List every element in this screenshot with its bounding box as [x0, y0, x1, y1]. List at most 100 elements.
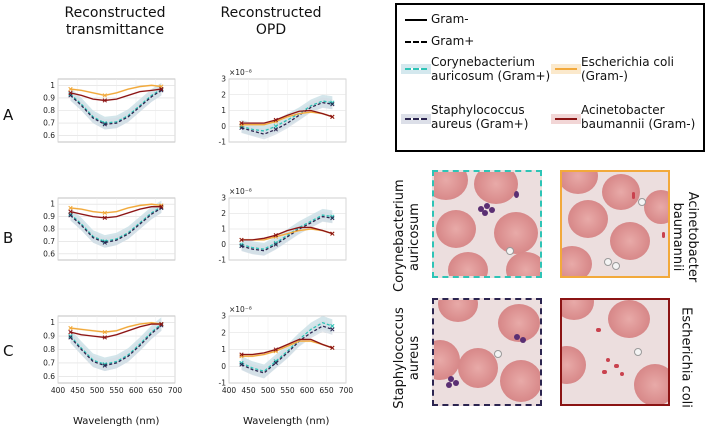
rbc [458, 348, 498, 388]
data-point [68, 213, 73, 218]
legend-box: Gram- Gram+ Corynebacterium auricosum (G… [395, 3, 705, 152]
legend-acineto-line2: baumannii (Gram-) [581, 117, 696, 131]
bacteria-rod [662, 232, 665, 238]
legend-staph-line2: aureus (Gram+) [431, 117, 529, 131]
y-tick-label: 0.9 [43, 212, 55, 221]
ecoli-side-line1: Escherichia coli [678, 307, 694, 408]
data-point [239, 243, 244, 249]
rbc [494, 212, 538, 254]
legend-gram-pos-label: Gram+ [431, 34, 475, 48]
y-tick-label: 1 [221, 106, 226, 115]
data-point [330, 102, 335, 107]
x-tick-label: 500 [261, 386, 276, 395]
series-line [69, 323, 162, 365]
legend-staph-label: Staphylococcus aureus (Gram+) [431, 103, 528, 131]
y-tick-label: 1 [221, 225, 226, 234]
x-tick-label: 400 [51, 386, 66, 395]
micrograph-ecoli [560, 298, 670, 406]
opd-exponent-label: ×10⁻⁸ [229, 305, 252, 314]
transmittance-header-line1: Reconstructed [64, 5, 166, 21]
rbc [608, 300, 650, 338]
bacteria-rod [606, 358, 610, 362]
series-line [70, 206, 162, 219]
rbc [562, 300, 594, 320]
y-tick-label: 0.6 [43, 131, 55, 140]
x-tick-label: 700 [168, 386, 183, 395]
legend-ecoli-line2: (Gram-) [581, 69, 628, 83]
y-tick-label: 2 [221, 90, 226, 99]
data-point [273, 242, 278, 247]
x-tick-label: 650 [148, 386, 163, 395]
bacteria-cluster [448, 376, 454, 382]
legend-gram-neg-line [405, 19, 427, 21]
staph-side-label-text: Staphylococcus aureus [392, 303, 422, 413]
data-point [239, 120, 244, 126]
confidence-band [241, 320, 333, 379]
legend-acineto-label: Acinetobacter baumannii (Gram-) [581, 103, 695, 131]
data-point [159, 204, 164, 209]
rbc [610, 222, 650, 260]
rbc [448, 252, 488, 276]
staph-side-line2: aureus [407, 335, 422, 381]
rbc [436, 210, 476, 248]
series-line [69, 324, 162, 367]
series-line [241, 214, 333, 250]
y-tick-label: 3 [221, 75, 226, 84]
x-tick-label: 500 [90, 386, 105, 395]
bacteria-rod [614, 364, 619, 368]
legend-coryne-line1: Corynebacterium [431, 55, 535, 69]
bacteria-cluster [478, 206, 484, 212]
y-tick-label: 0 [221, 240, 226, 249]
series-line [70, 206, 162, 243]
transmittance-header: Reconstructed transmittance [40, 5, 190, 39]
legend-staph-swatch [405, 118, 427, 120]
data-point [68, 333, 73, 339]
rbc [438, 300, 478, 322]
opd-exponent-label: ×10⁻⁸ [229, 68, 252, 77]
data-point [330, 231, 335, 236]
bacteria-rod [602, 370, 607, 374]
y-tick-label: 0.9 [43, 332, 55, 341]
y-tick-label: 0.8 [43, 106, 55, 115]
series-line [70, 84, 162, 97]
data-point [273, 233, 278, 238]
data-point [239, 352, 244, 357]
data-point [159, 86, 164, 92]
confidence-band [241, 338, 333, 356]
data-point [273, 360, 278, 366]
series-line [241, 215, 333, 252]
bacteria-rod [632, 192, 635, 199]
data-point [102, 215, 107, 220]
acineto-side-label-text: Acinetobacter baumannii [670, 182, 700, 292]
y-tick-label: -1 [219, 379, 227, 388]
bacteria-rod [596, 328, 601, 332]
series-line [70, 88, 162, 124]
legend-acineto-swatch [555, 118, 577, 120]
confidence-band [70, 319, 162, 372]
legend-ecoli-label: Escherichia coli (Gram-) [581, 55, 674, 83]
acineto-side-line2: baumannii [670, 202, 685, 272]
rbc [562, 346, 586, 384]
data-point [68, 329, 73, 335]
legend-gram-neg-label: Gram- [431, 12, 469, 26]
coryne-side-line2: auricosum [407, 203, 422, 271]
platelet [612, 262, 620, 270]
x-tick-label: 600 [129, 386, 144, 395]
y-tick-label: 2 [221, 328, 226, 337]
rbc [500, 360, 540, 402]
x-tick-label: 450 [70, 386, 85, 395]
y-tick-label: 0.8 [43, 225, 55, 234]
rbc [434, 172, 468, 200]
y-tick-label: 1 [50, 318, 55, 327]
rbc [562, 172, 598, 194]
opd-header-line2: OPD [255, 22, 287, 38]
series-line [241, 325, 333, 374]
series-line [241, 226, 333, 241]
ecoli-side-label-text: Escherichia coli [679, 303, 694, 413]
data-point [102, 335, 107, 340]
series-line [70, 207, 162, 244]
micrograph-staph [432, 298, 542, 406]
y-tick-label: 0.7 [43, 237, 55, 246]
micrograph-acineto [560, 170, 670, 278]
series-line [241, 338, 333, 356]
